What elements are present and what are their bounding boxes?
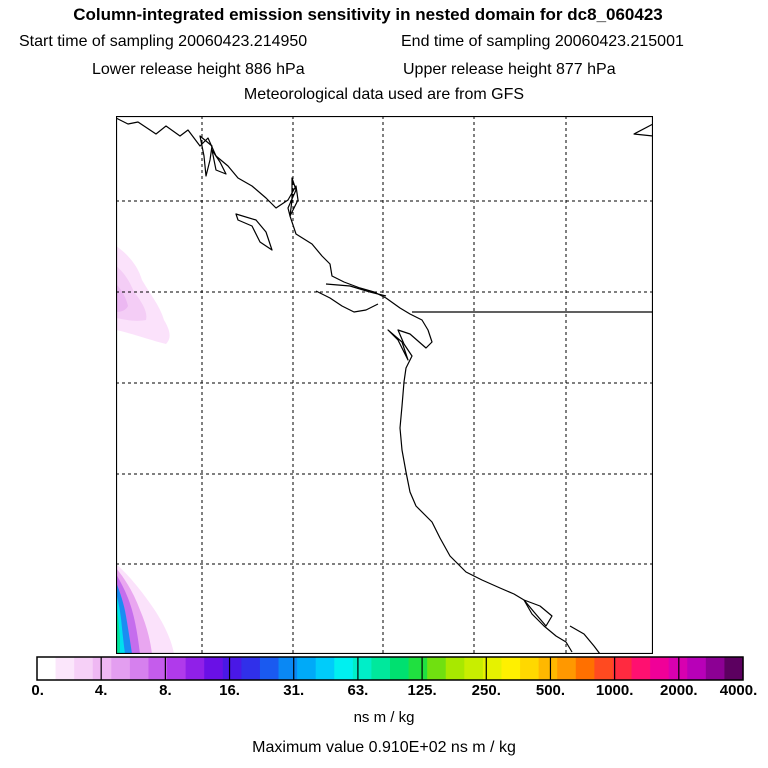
colorbar-cell: [222, 657, 242, 680]
colorbar-tick-label: 1000.: [595, 682, 634, 699]
colorbar-cell: [427, 657, 447, 680]
colorbar-cell: [650, 657, 670, 680]
map-panel: [116, 116, 653, 654]
colorbar-tick-label: 0.: [31, 682, 44, 699]
colorbar-cell: [185, 657, 205, 680]
colorbar-cell: [74, 657, 94, 680]
map-gridlines: [116, 116, 653, 654]
colorbar-cell: [501, 657, 521, 680]
colorbar-cell: [464, 657, 484, 680]
colorbar-cell: [55, 657, 75, 680]
colorbar-tick-label: 125.: [407, 682, 437, 699]
colorbar-cell: [129, 657, 150, 680]
colorbar-cell: [111, 657, 131, 680]
colorbar-cell: [594, 657, 614, 680]
colorbar-cell: [705, 657, 726, 680]
colorbar-dividers: [100, 657, 680, 680]
colorbar-frame: [36, 656, 744, 681]
colorbar: [36, 656, 744, 681]
end-time-label: End time of sampling 20060423.215001: [401, 33, 684, 50]
colorbar-tick-label: 31.: [283, 682, 305, 699]
colorbar-tick-label: 2000.: [660, 682, 698, 699]
upper-release-label: Upper release height 877 hPa: [403, 61, 616, 78]
colorbar-cell: [575, 657, 595, 680]
colorbar-cell: [37, 657, 57, 680]
colorbar-cell: [371, 657, 391, 680]
colorbar-cell: [297, 657, 317, 680]
coastlines: [116, 117, 653, 654]
colorbar-cell: [538, 657, 558, 680]
colorbar-cell: [315, 657, 335, 680]
colorbar-tick-label: 250.: [471, 682, 501, 699]
colorbar-tick-label: 4.: [94, 682, 108, 699]
met-data-label: Meteorological data used are from GFS: [243, 86, 525, 103]
colorbar-cell: [352, 657, 373, 680]
colorbar-cell: [408, 657, 428, 680]
colorbar-unit-label: ns m / kg: [353, 709, 415, 726]
colorbar-cell: [612, 657, 633, 680]
sensitivity-field-upper: [116, 246, 170, 344]
colorbar-cell: [687, 657, 707, 680]
map-frame: [116, 116, 653, 654]
colorbar-cell: [92, 657, 112, 680]
colorbar-cell: [204, 657, 224, 680]
colorbar-cell: [278, 657, 298, 680]
colorbar-tick-label: 4000.: [719, 682, 758, 699]
colorbar-cell: [167, 657, 187, 680]
plot-title: Column-integrated emission sensitivity i…: [73, 5, 663, 24]
colorbar-cell: [148, 657, 168, 680]
colorbar-cell: [334, 657, 354, 680]
maximum-value-label: Maximum value 0.910E+02 ns m / kg: [252, 739, 516, 756]
start-time-label: Start time of sampling 20060423.214950: [19, 33, 308, 50]
colorbar-cell: [520, 657, 540, 680]
colorbar-cell: [557, 657, 577, 680]
colorbar-cells: [37, 657, 744, 680]
colorbar-tick-label: 16.: [219, 682, 240, 699]
colorbar-cell: [631, 657, 651, 680]
colorbar-tick-labels: 0. 4. 8. 16. 31. 63. 125. 250. 500. 1000. 2000. 400…: [0, 682, 768, 704]
colorbar-cell: [482, 657, 503, 680]
colorbar-cell: [445, 657, 465, 680]
colorbar-tick-label: 8.: [159, 682, 172, 699]
colorbar-tick-label: 63.: [347, 682, 369, 699]
colorbar-cell: [259, 657, 280, 680]
colorbar-cell: [241, 657, 261, 680]
colorbar-cell: [390, 657, 410, 680]
sensitivity-field-lower: [116, 564, 174, 654]
colorbar-cell: [724, 657, 744, 680]
colorbar-tick-label: 500.: [535, 682, 566, 699]
lower-release-label: Lower release height 886 hPa: [92, 61, 305, 78]
